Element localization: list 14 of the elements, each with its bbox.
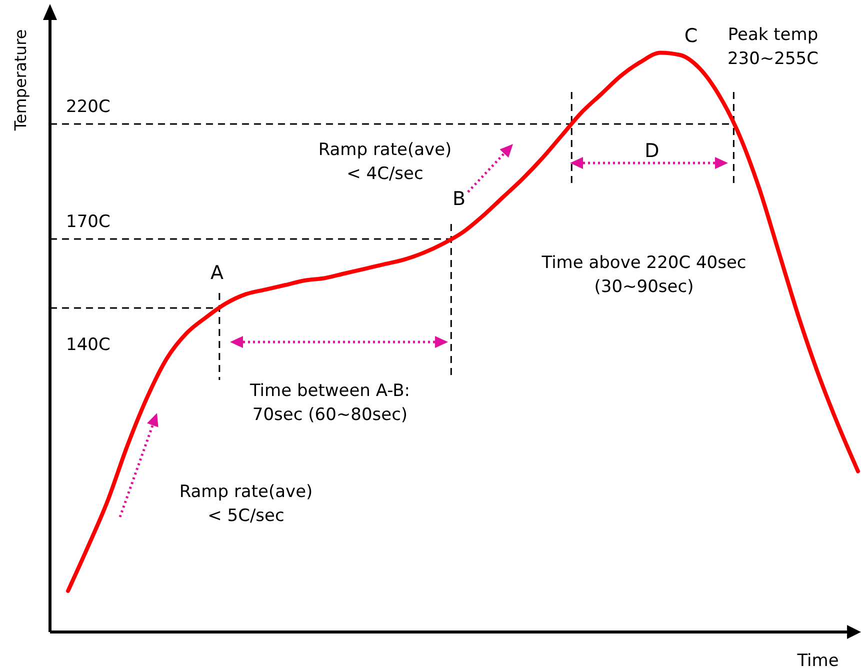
annotation: Peak temp 230~255C bbox=[727, 25, 819, 69]
annotation: Time between A-B: 70sec (60~80sec) bbox=[248, 381, 410, 425]
annotation: Ramp rate(ave) < 5C/sec bbox=[179, 482, 313, 526]
ref-line-label: 170C bbox=[66, 212, 110, 232]
annotation: C bbox=[684, 25, 698, 47]
annotation: A bbox=[210, 262, 224, 284]
ref-line-label: 140C bbox=[66, 335, 110, 355]
annotation: Ramp rate(ave) < 4C/sec bbox=[318, 140, 452, 184]
annotation: D bbox=[644, 140, 660, 162]
annotation: B bbox=[452, 188, 466, 210]
annotation: Time above 220C 40sec (30~90sec) bbox=[540, 253, 746, 297]
x-axis-title: Time bbox=[796, 651, 839, 671]
y-axis-title: Temperature bbox=[11, 29, 30, 132]
ref-line-label: 220C bbox=[66, 97, 110, 117]
